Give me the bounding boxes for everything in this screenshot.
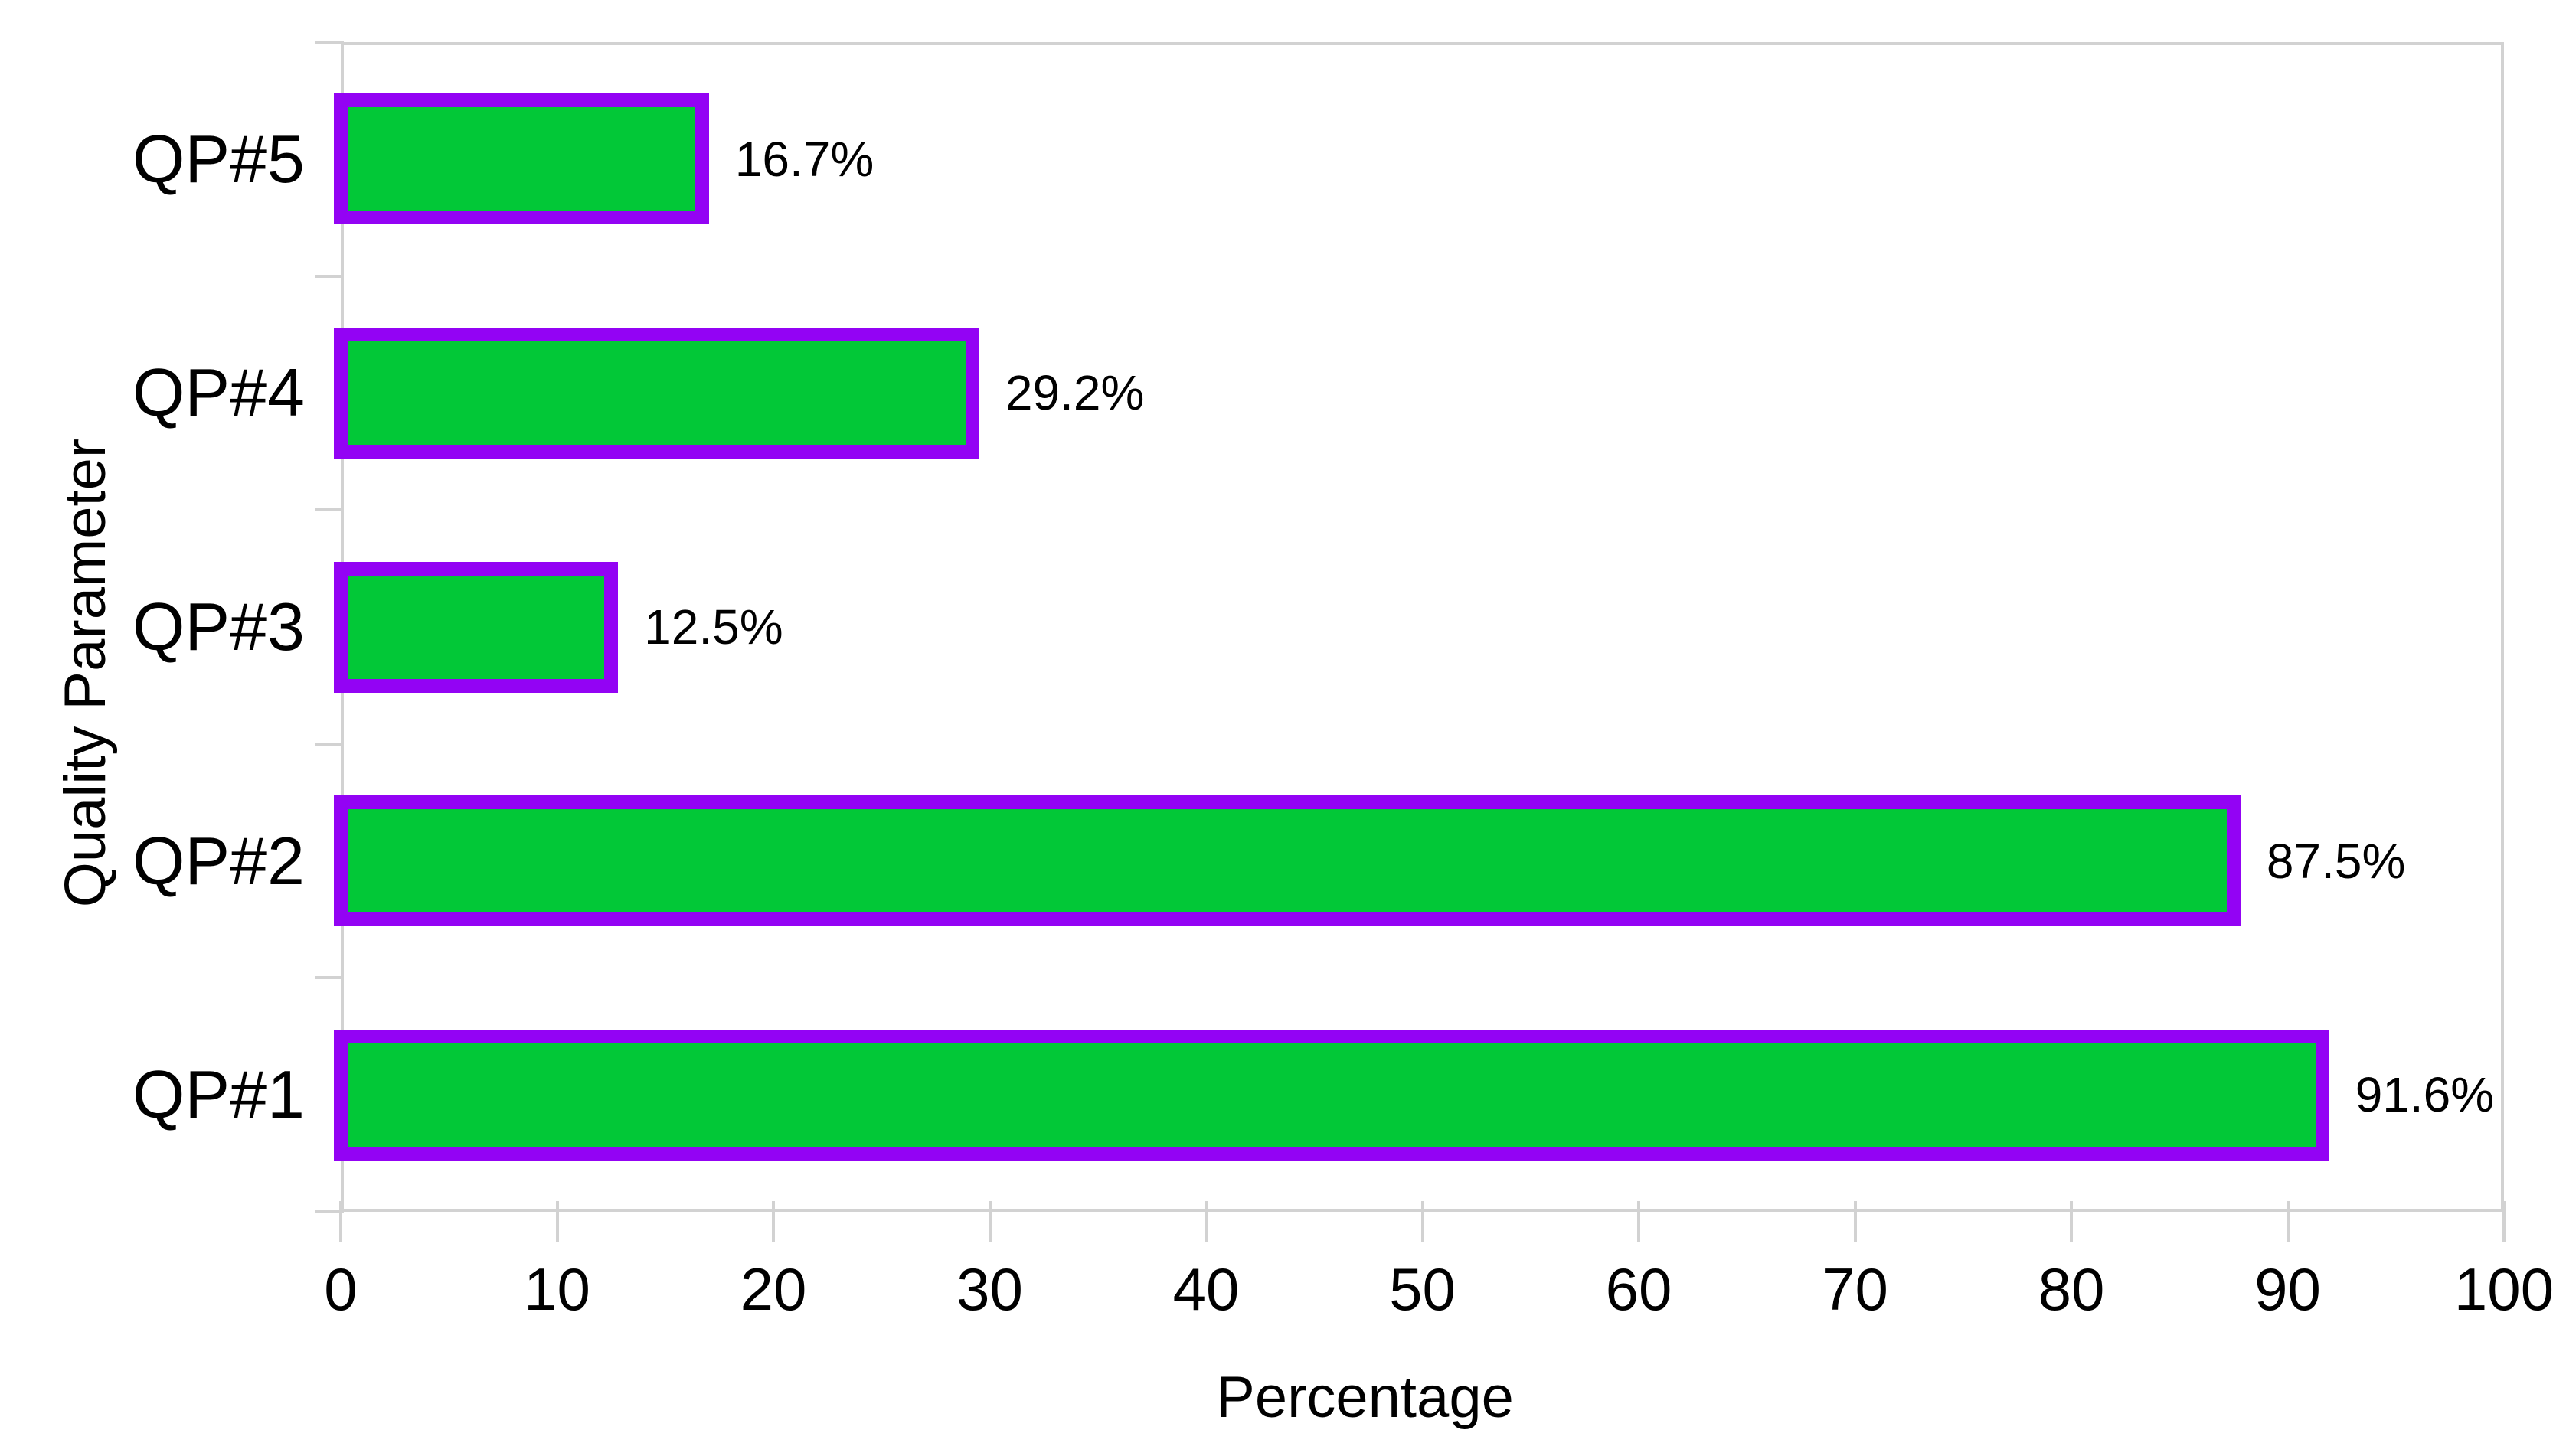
x-axis-tick-label: 50 (1389, 1255, 1456, 1323)
category-label: QP#1 (132, 1056, 305, 1133)
x-axis-tick-label: 80 (2038, 1255, 2105, 1323)
category-label: QP#5 (132, 120, 305, 197)
bar-value-label: 12.5% (644, 599, 783, 655)
x-axis-tick-label: 20 (740, 1255, 807, 1323)
x-axis-tick-label: 90 (2254, 1255, 2321, 1323)
category-label: QP#4 (132, 354, 305, 431)
x-axis-tick-label: 60 (1605, 1255, 1672, 1323)
bar-value-label: 29.2% (1005, 365, 1145, 421)
bar-value-label: 16.7% (734, 131, 874, 187)
x-axis-tick (1853, 1201, 1857, 1242)
x-axis-tick (1205, 1201, 1208, 1242)
x-axis-tick-label: 40 (1172, 1255, 1240, 1323)
bar-qp5 (334, 93, 709, 225)
x-axis-tick (2070, 1201, 2073, 1242)
bar-qp1 (334, 1029, 2329, 1161)
bar-value-label: 87.5% (2266, 833, 2406, 889)
y-axis-tick (315, 1210, 344, 1213)
category-label: QP#2 (132, 822, 305, 899)
x-axis-tick-label: 0 (324, 1255, 358, 1323)
bar-qp3 (334, 561, 619, 693)
x-axis-tick (772, 1201, 775, 1242)
bar-qp2 (334, 795, 2241, 927)
y-axis-tick (315, 274, 344, 278)
category-label: QP#3 (132, 589, 305, 664)
x-axis-tick (988, 1201, 992, 1242)
x-axis-tick (555, 1201, 559, 1242)
y-axis-tick (315, 742, 344, 746)
y-axis-title: Quality Parameter (53, 438, 118, 908)
bar-value-label: 91.6% (2355, 1067, 2495, 1123)
x-axis-tick (1420, 1201, 1424, 1242)
x-axis-tick-label: 10 (524, 1255, 590, 1323)
x-axis-tick (2502, 1201, 2506, 1242)
x-axis-tick (1637, 1201, 1640, 1242)
x-axis-tick-label: 30 (956, 1255, 1023, 1323)
x-axis-tick (339, 1201, 342, 1242)
y-axis-tick (315, 976, 344, 980)
y-axis-tick (315, 41, 344, 44)
x-axis-tick-label: 70 (1822, 1255, 1888, 1323)
x-axis-tick (2286, 1201, 2290, 1242)
x-axis-tick-label: 100 (2453, 1255, 2555, 1323)
x-axis-title: Percentage (1216, 1365, 1514, 1430)
y-axis-tick (315, 508, 344, 512)
bar-qp4 (334, 327, 979, 459)
